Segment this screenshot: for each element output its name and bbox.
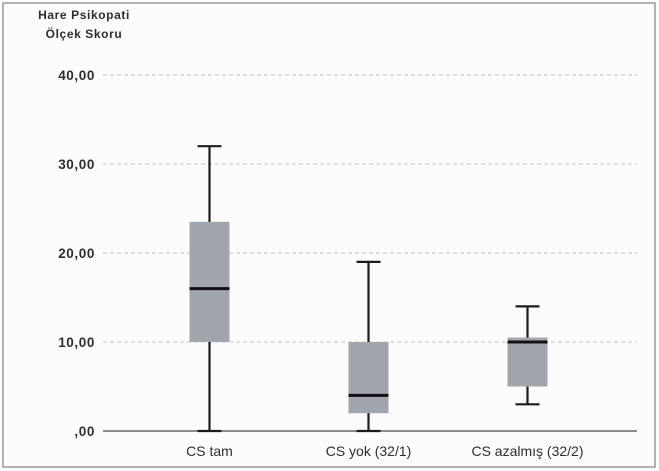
y-tick-label: 30,00: [58, 157, 95, 172]
y-tick-label: ,00: [74, 424, 95, 439]
box-group-3: [507, 305, 548, 406]
boxes: [189, 145, 548, 433]
interquartile-box: [189, 221, 230, 342]
y-tick-label: 40,00: [58, 68, 95, 83]
box-group-1: [189, 145, 230, 433]
y-axis-title-line-2: Ölçek Skoru: [46, 26, 123, 41]
y-axis-title-line-1: Hare Psikopati: [38, 8, 130, 22]
x-tick-label: CS azalmış (32/2): [471, 443, 583, 459]
x-axis-category-labels: CS tam CS yok (32/1) CS azalmış (32/2): [186, 443, 583, 459]
x-tick-label: CS tam: [186, 443, 233, 459]
box-group-2: [348, 260, 389, 433]
y-tick-label: 10,00: [58, 335, 95, 350]
interquartile-box: [348, 342, 389, 414]
y-axis-tick-labels: ,00 10,00 20,00 30,00 40,00: [58, 68, 95, 439]
x-tick-label: CS yok (32/1): [326, 443, 412, 459]
y-tick-label: 20,00: [58, 246, 95, 261]
interquartile-box: [507, 337, 548, 387]
